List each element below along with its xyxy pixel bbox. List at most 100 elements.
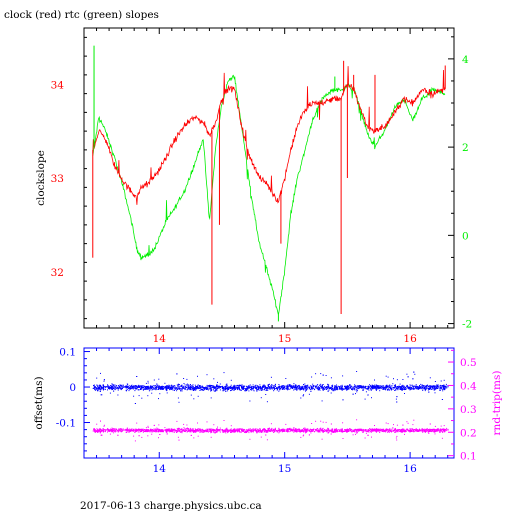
- scatter-point: [283, 385, 285, 387]
- scatter-point: [226, 387, 228, 389]
- scatter-point: [248, 430, 250, 432]
- scatter-point: [303, 386, 305, 388]
- scatter-point: [158, 437, 159, 439]
- scatter-point: [183, 423, 185, 425]
- scatter-point: [444, 431, 446, 433]
- scatter-point: [230, 390, 231, 392]
- scatter-point: [379, 386, 381, 388]
- scatter-point: [334, 430, 336, 432]
- scatter-point: [436, 386, 438, 387]
- scatter-point: [267, 389, 269, 391]
- scatter-point: [365, 432, 367, 434]
- scatter-point: [264, 385, 266, 387]
- scatter-point: [262, 385, 263, 387]
- scatter-point: [312, 430, 314, 432]
- scatter-point: [402, 384, 404, 386]
- scatter-point: [434, 425, 436, 427]
- scatter-point: [274, 385, 276, 387]
- scatter-point: [271, 428, 273, 430]
- scatter-point: [189, 385, 191, 387]
- scatter-point: [441, 431, 443, 433]
- scatter-point: [100, 431, 102, 433]
- scatter-point: [401, 386, 402, 388]
- scatter-point: [397, 389, 399, 391]
- scatter-point: [227, 429, 229, 431]
- scatter-point: [342, 389, 344, 391]
- scatter-point: [142, 386, 144, 388]
- scatter-point: [133, 385, 135, 387]
- scatter-point: [338, 429, 340, 431]
- scatter-point: [389, 386, 391, 388]
- scatter-point: [322, 421, 324, 423]
- scatter-point: [193, 387, 195, 389]
- scatter-point: [381, 387, 383, 388]
- scatter-point: [215, 431, 216, 433]
- scatter-point: [413, 385, 415, 387]
- scatter-point: [179, 389, 181, 390]
- scatter-point: [417, 388, 419, 390]
- scatter-point: [322, 387, 324, 389]
- scatter-point: [265, 387, 267, 389]
- scatter-point: [255, 387, 257, 389]
- scatter-point: [352, 434, 354, 436]
- chart-title: clock (red) rtc (green) slopes: [4, 9, 159, 21]
- scatter-point: [199, 387, 201, 389]
- scatter-point: [206, 431, 207, 433]
- scatter-point: [425, 389, 427, 390]
- scatter-point: [175, 387, 177, 389]
- scatter-point: [177, 388, 179, 390]
- scatter-point: [356, 371, 358, 372]
- scatter-point: [111, 429, 113, 430]
- scatter-point: [437, 384, 439, 386]
- scatter-point: [246, 386, 248, 388]
- scatter-point: [434, 429, 435, 431]
- scatter-point: [186, 384, 187, 386]
- scatter-point: [126, 431, 128, 433]
- scatter-point: [350, 428, 352, 430]
- scatter-point: [435, 388, 437, 390]
- scatter-point: [320, 373, 322, 375]
- scatter-point: [210, 389, 212, 391]
- scatter-point: [193, 437, 195, 439]
- scatter-point: [236, 387, 238, 389]
- scatter-point: [318, 429, 319, 431]
- scatter-point: [359, 429, 361, 431]
- scatter-point: [427, 430, 429, 432]
- scatter-point: [285, 388, 287, 389]
- scatter-point: [223, 372, 225, 374]
- scatter-point: [421, 386, 423, 388]
- scatter-point: [340, 431, 342, 433]
- scatter-point: [427, 430, 429, 432]
- scatter-point: [120, 428, 122, 430]
- scatter-point: [433, 431, 435, 433]
- scatter-point: [159, 429, 161, 431]
- scatter-point: [202, 389, 204, 391]
- scatter-point: [445, 383, 447, 385]
- scatter-point: [290, 430, 292, 431]
- scatter-point: [111, 427, 113, 429]
- scatter-point: [127, 385, 129, 387]
- scatter-point: [360, 387, 362, 389]
- scatter-point: [331, 428, 333, 430]
- scatter-point: [367, 434, 369, 436]
- scatter-point: [325, 430, 327, 432]
- scatter-point: [377, 387, 379, 389]
- scatter-point: [217, 387, 219, 389]
- scatter-point: [219, 431, 221, 433]
- scatter-point: [214, 391, 216, 392]
- scatter-point: [156, 388, 158, 390]
- scatter-point: [360, 430, 362, 431]
- scatter-point: [220, 429, 222, 431]
- scatter-point: [149, 386, 151, 388]
- scatter-point: [271, 384, 273, 385]
- scatter-point: [335, 387, 337, 389]
- scatter-point: [209, 387, 211, 389]
- scatter-point: [176, 373, 178, 375]
- scatter-point: [404, 393, 405, 394]
- scatter-point: [319, 389, 321, 391]
- scatter-point: [333, 389, 335, 391]
- scatter-point: [359, 386, 360, 388]
- scatter-point: [422, 389, 424, 391]
- scatter-point: [210, 397, 212, 399]
- scatter-point: [119, 386, 121, 388]
